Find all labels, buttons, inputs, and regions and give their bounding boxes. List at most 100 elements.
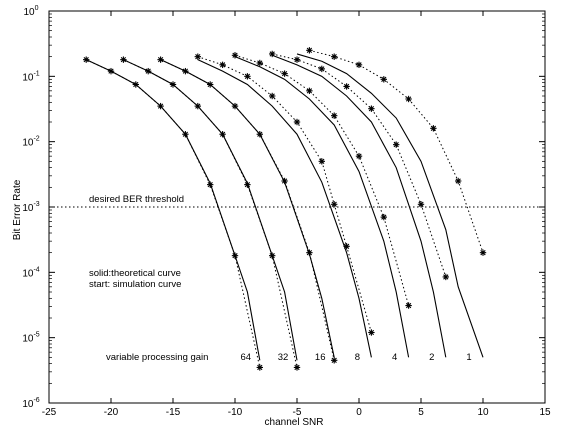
- sim-point: [219, 131, 226, 138]
- sim-point: [182, 131, 189, 138]
- star-stroke: [232, 52, 238, 58]
- sim-point: [405, 302, 412, 309]
- star-stroke: [269, 93, 275, 99]
- sim-point: [269, 252, 276, 259]
- x-tick-label: 10: [477, 407, 489, 418]
- sim-curve: [309, 49, 484, 253]
- theory-curve: [296, 53, 484, 358]
- star-stroke: [207, 81, 213, 88]
- sim-point: [231, 52, 239, 59]
- sim-point: [318, 158, 325, 165]
- sim-point: [244, 73, 251, 80]
- star-stroke: [257, 364, 263, 371]
- threshold-label: desired BER threshold: [89, 194, 184, 205]
- sim-point: [331, 357, 338, 364]
- sim-point: [306, 249, 313, 256]
- star-stroke: [343, 83, 350, 90]
- theory-curve: [160, 59, 335, 358]
- gain-value-label: 32: [278, 352, 289, 363]
- sim-point: [269, 92, 276, 100]
- star-stroke: [418, 201, 424, 207]
- series-32: 32: [120, 56, 301, 371]
- y-tick-label: 10-3: [22, 201, 39, 214]
- star-stroke: [207, 181, 213, 188]
- sim-point: [120, 56, 127, 63]
- sim-point: [231, 102, 239, 110]
- star-stroke: [244, 73, 251, 79]
- star-stroke: [182, 68, 189, 74]
- sim-point: [244, 181, 251, 188]
- sim-point: [157, 102, 164, 110]
- sim-point: [380, 213, 387, 221]
- sim-point: [132, 81, 139, 88]
- sim-point: [479, 249, 487, 256]
- gain-value-label: 1: [466, 352, 471, 363]
- star-stroke: [455, 178, 461, 184]
- sim-point: [393, 141, 400, 148]
- gain-value-label: 2: [429, 352, 434, 363]
- sim-point: [380, 76, 387, 83]
- star-stroke: [219, 131, 226, 137]
- sim-point: [405, 95, 412, 103]
- sim-point: [194, 53, 201, 60]
- sim-point: [219, 61, 226, 69]
- y-axis-label: Bit Error Rate: [12, 179, 23, 240]
- star-stroke: [368, 329, 375, 336]
- star-stroke: [306, 88, 313, 94]
- star-stroke: [381, 76, 387, 82]
- star-stroke: [269, 253, 275, 259]
- sim-point: [331, 112, 338, 119]
- gain-label: variable processing gain: [106, 352, 208, 363]
- theory-curve: [197, 59, 372, 358]
- star-stroke: [480, 250, 486, 256]
- sim-point: [182, 67, 189, 75]
- gain-value-label: 4: [392, 352, 397, 363]
- sim-point: [355, 152, 363, 160]
- sim-point: [83, 56, 90, 63]
- star-stroke: [157, 103, 164, 109]
- sim-point: [194, 102, 201, 110]
- sim-point: [269, 50, 276, 58]
- star-stroke: [170, 81, 176, 88]
- star-stroke: [108, 68, 114, 74]
- star-stroke: [157, 57, 164, 63]
- sim-point: [442, 273, 449, 281]
- sim-curve: [234, 54, 410, 306]
- series-2: 2: [269, 50, 449, 363]
- star-stroke: [257, 60, 263, 66]
- star-stroke: [356, 62, 362, 68]
- star-stroke: [331, 201, 337, 207]
- star-stroke: [294, 57, 300, 63]
- star-stroke: [343, 243, 350, 249]
- sim-point: [343, 243, 350, 250]
- legend-line-theory: solid:theoretical curve: [89, 268, 181, 279]
- sim-curve: [160, 59, 335, 361]
- series-8: 8: [194, 53, 375, 363]
- sim-point: [318, 65, 325, 73]
- star-stroke: [443, 274, 449, 280]
- star-stroke: [232, 103, 238, 109]
- star-stroke: [232, 253, 238, 259]
- sim-point: [368, 329, 375, 336]
- theory-curve: [234, 56, 410, 358]
- y-tick-label: 100: [23, 5, 38, 18]
- x-tick-label: -5: [293, 407, 302, 418]
- sim-point: [256, 131, 263, 138]
- sim-curve: [123, 59, 298, 368]
- sim-point: [331, 201, 338, 208]
- sim-point: [207, 181, 214, 188]
- star-stroke: [405, 302, 412, 309]
- sim-point: [281, 177, 288, 185]
- sim-point: [368, 105, 375, 112]
- series-4: 4: [231, 52, 412, 363]
- star-stroke: [281, 70, 288, 77]
- star-stroke: [405, 96, 412, 102]
- star-stroke: [83, 57, 89, 63]
- sim-point: [355, 61, 363, 69]
- star-stroke: [368, 106, 375, 112]
- legend-line-sim: start: simulation curve: [89, 279, 181, 290]
- gain-value-label: 16: [315, 352, 326, 363]
- star-stroke: [381, 214, 387, 220]
- x-tick-label: -10: [228, 407, 243, 418]
